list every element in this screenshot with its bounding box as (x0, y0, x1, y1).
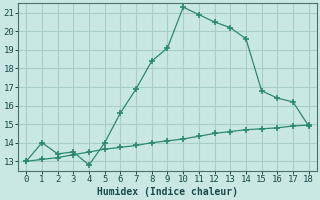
X-axis label: Humidex (Indice chaleur): Humidex (Indice chaleur) (97, 186, 238, 197)
